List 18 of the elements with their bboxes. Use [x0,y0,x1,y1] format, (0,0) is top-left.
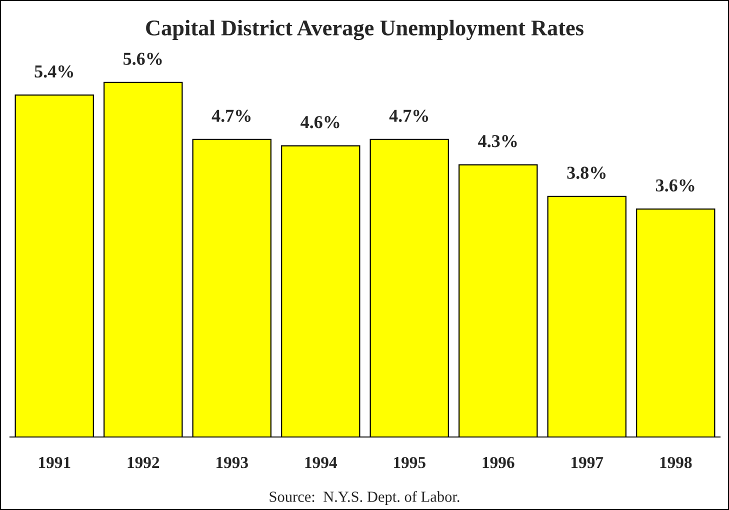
data-label: 3.8% [567,166,606,179]
data-label: 4.7% [389,110,428,122]
chart-title: Capital District Average Unemployment Rates [146,20,584,40]
x-tick-label: 1995 [394,456,426,468]
data-label: 4.3% [478,135,517,148]
x-tick-label: 1994 [305,456,337,468]
data-label: 3.6% [656,179,694,192]
x-tick-label: 1993 [216,456,248,468]
x-tick-label: 1992 [128,456,160,468]
data-label: 5.4% [34,65,73,78]
x-tick-label: 1998 [660,456,692,468]
x-tick-label: 1996 [482,456,514,468]
source-note: Source: N.Y.S. Dept. of Labor. [270,490,460,506]
data-label: 5.6% [124,52,162,65]
x-tick-label: 1997 [572,456,604,468]
data-label: 4.7% [212,110,250,122]
x-tick-label: 1991 [39,456,70,468]
data-label: 4.6% [300,116,340,128]
